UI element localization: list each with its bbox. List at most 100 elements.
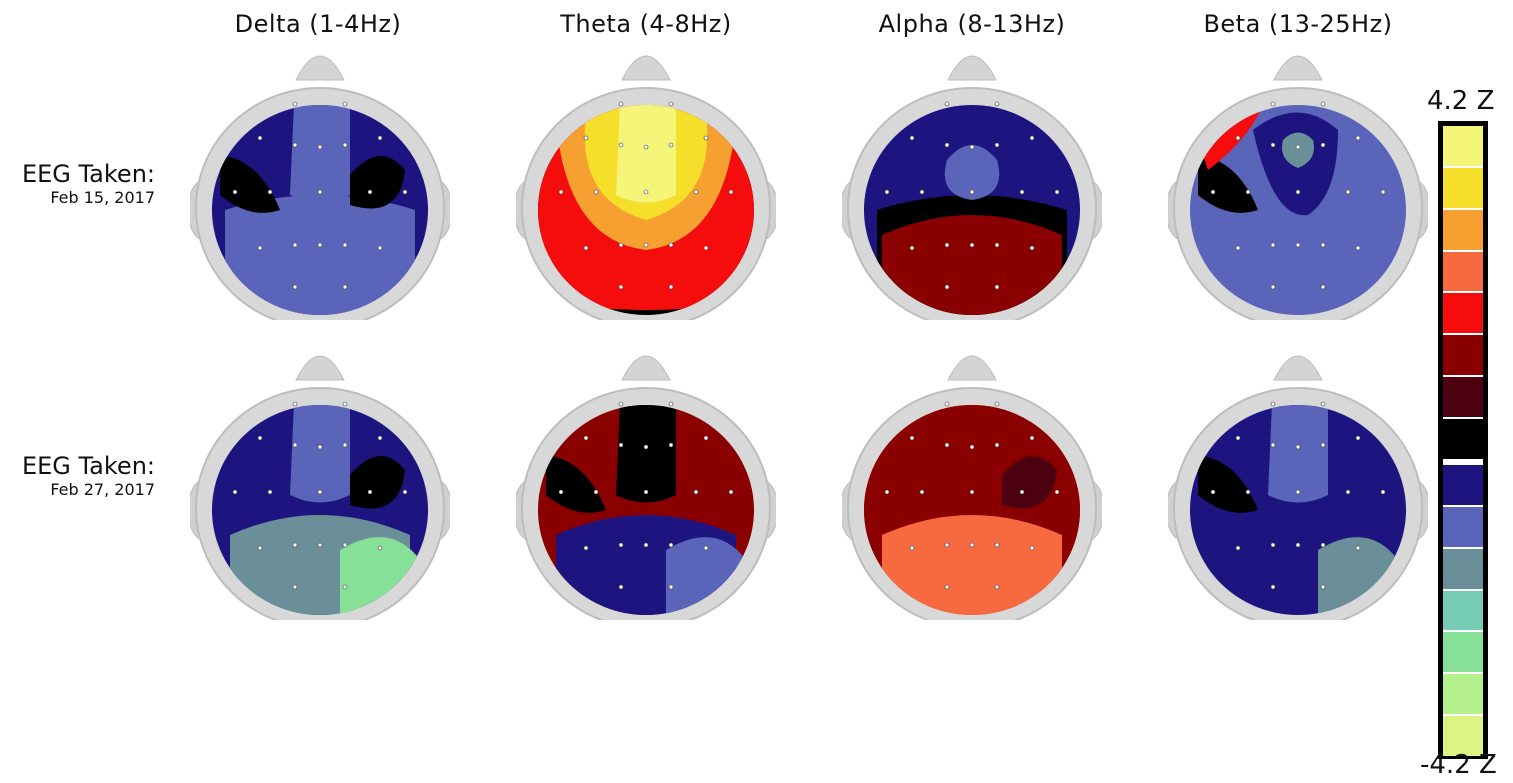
electrode-dot <box>668 584 674 590</box>
electrode-dot <box>1345 189 1351 195</box>
electrode-dot <box>994 442 1000 448</box>
electrode-dot <box>317 444 323 450</box>
electrode-dot <box>643 242 649 248</box>
electrode-dot <box>402 189 408 195</box>
map-region-right-temporal <box>350 156 405 209</box>
head-map-row1-alpha <box>842 20 1102 320</box>
electrode-dot <box>292 401 298 407</box>
map-region-left-temporal <box>1198 155 1258 213</box>
electrode-dot <box>1054 489 1060 495</box>
electrode-dot <box>994 401 1000 407</box>
map-region-right-temporal <box>1002 456 1057 509</box>
colorbar-swatch <box>1443 126 1483 166</box>
electrode-dot <box>944 584 950 590</box>
electrode-dot <box>1019 189 1025 195</box>
nose-shape <box>295 55 345 81</box>
electrode-dot <box>342 242 348 248</box>
colorbar-swatch <box>1443 590 1483 631</box>
electrode-dot <box>342 142 348 148</box>
electrode-dot <box>377 545 383 551</box>
head-map-row2-theta <box>516 320 776 620</box>
colorbar-swatch <box>1443 167 1483 208</box>
electrode-dot <box>1210 489 1216 495</box>
electrode-dot <box>969 542 975 548</box>
electrode-dot <box>342 542 348 548</box>
head-map-row2-alpha <box>842 320 1102 620</box>
electrode-dot <box>292 442 298 448</box>
electrode-dot <box>1054 189 1060 195</box>
electrode-dot <box>1320 142 1326 148</box>
electrode-dot <box>693 489 699 495</box>
electrode-dot <box>994 584 1000 590</box>
electrode-dot <box>558 189 564 195</box>
electrode-dot <box>944 142 950 148</box>
electrode-dot <box>994 142 1000 148</box>
electrode-dot <box>292 584 298 590</box>
electrode-dot <box>1270 442 1276 448</box>
electrode-dot <box>1320 242 1326 248</box>
electrode-dot <box>377 245 383 251</box>
nose-shape <box>295 355 345 381</box>
electrode-dot <box>969 242 975 248</box>
electrode-dot <box>884 489 890 495</box>
electrode-dot <box>909 435 915 441</box>
row-label-1-title: EEG Taken: <box>21 160 155 188</box>
electrode-dot <box>643 542 649 548</box>
electrode-dot <box>267 489 273 495</box>
head-map-row2-beta <box>1168 320 1428 620</box>
band-title-theta: Theta (4-8Hz) <box>560 10 732 38</box>
electrode-dot <box>618 242 624 248</box>
electrode-dot <box>909 545 915 551</box>
electrode-dot <box>1235 435 1241 441</box>
map-region-frontal-strip <box>290 105 350 203</box>
electrode-dot <box>267 189 273 195</box>
electrode-dot <box>1245 189 1251 195</box>
map-region-center-small <box>944 145 1000 200</box>
electrode-dot <box>342 584 348 590</box>
electrode-dot <box>1345 489 1351 495</box>
electrode-dot <box>1029 245 1035 251</box>
electrode-dot <box>1235 135 1241 141</box>
electrode-dot <box>292 101 298 107</box>
electrode-dot <box>994 542 1000 548</box>
electrode-dot <box>342 442 348 448</box>
electrode-dot <box>668 442 674 448</box>
colorbar-swatch <box>1443 209 1483 250</box>
map-region-frontal-strip <box>1268 405 1328 503</box>
colorbar-swatch <box>1443 464 1483 505</box>
electrode-dot <box>668 101 674 107</box>
electrode-dot <box>618 584 624 590</box>
map-region-frontal-strip <box>616 105 676 203</box>
nose-shape <box>1273 355 1323 381</box>
electrode-dot <box>583 545 589 551</box>
scalp-map <box>842 355 1102 620</box>
electrode-dot <box>1380 489 1386 495</box>
electrode-dot <box>728 189 734 195</box>
row-label-1: EEG Taken: Feb 15, 2017 <box>22 160 155 208</box>
electrode-dot <box>1355 245 1361 251</box>
electrode-dot <box>1295 444 1301 450</box>
electrode-dot <box>668 542 674 548</box>
electrode-dot <box>1245 489 1251 495</box>
electrode-dot <box>944 401 950 407</box>
nose-shape <box>947 355 997 381</box>
electrode-dot <box>1320 284 1326 290</box>
electrode-dot <box>643 489 649 495</box>
band-title-delta: Delta (1-4Hz) <box>234 10 402 38</box>
electrode-dot <box>1320 101 1326 107</box>
electrode-dot <box>1295 542 1301 548</box>
electrode-dot <box>317 242 323 248</box>
electrode-dot <box>257 545 263 551</box>
electrode-dot <box>703 435 709 441</box>
electrode-dot <box>994 242 1000 248</box>
scalp-map <box>190 55 450 320</box>
colorbar-swatch <box>1443 293 1483 334</box>
scalp-map <box>516 55 776 320</box>
electrode-dot <box>969 444 975 450</box>
electrode-dot <box>994 284 1000 290</box>
electrode-dot <box>909 245 915 251</box>
colorbar-min-label: -4.2 Z <box>1420 750 1497 780</box>
electrode-dot <box>703 545 709 551</box>
electrode-dot <box>668 142 674 148</box>
electrode-dot <box>618 401 624 407</box>
